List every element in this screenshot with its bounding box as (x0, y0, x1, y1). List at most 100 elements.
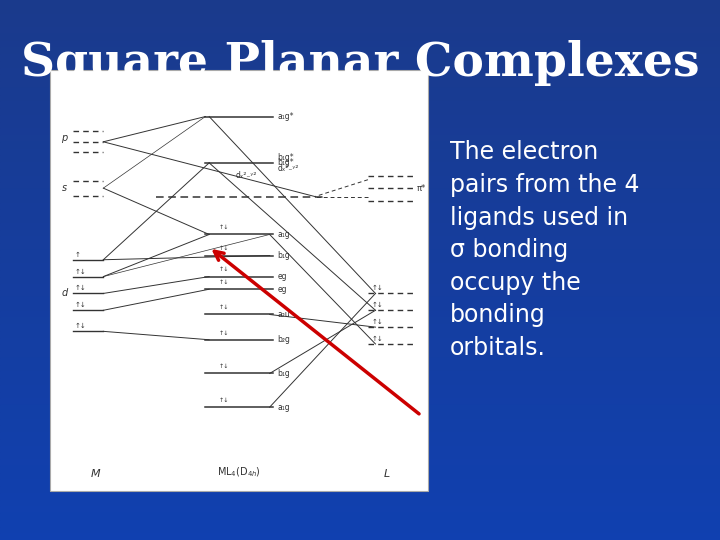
Bar (0, 249, 720, 256)
Bar (0, 115, 720, 122)
Bar (0, 20, 720, 27)
Bar (0, 358, 720, 365)
Bar (0, 162, 720, 168)
Text: p: p (61, 133, 68, 143)
Text: ↑↓: ↑↓ (372, 285, 384, 292)
Text: b₁g: b₁g (277, 369, 290, 378)
Bar (0, 168, 720, 176)
Text: ↑↓: ↑↓ (75, 302, 86, 308)
Bar (0, 291, 720, 297)
Bar (0, 276, 720, 284)
Bar (0, 54, 720, 60)
Bar (50, 70, 428, 491)
Text: ↑↓: ↑↓ (219, 364, 230, 369)
Bar (0, 94, 720, 102)
Text: a₂u: a₂u (277, 310, 290, 319)
Bar (0, 310, 720, 317)
Bar (0, 222, 720, 230)
Bar (0, 128, 720, 135)
Bar (0, 324, 720, 330)
Bar (0, 480, 720, 486)
Text: ↑↓: ↑↓ (372, 336, 384, 342)
Text: eg: eg (277, 272, 287, 281)
Text: a₁g: a₁g (277, 230, 290, 239)
Bar (0, 230, 720, 237)
Bar (0, 60, 720, 68)
Bar (0, 102, 720, 108)
Bar (0, 426, 720, 432)
Bar (0, 81, 720, 87)
Bar (0, 68, 720, 74)
Bar (0, 364, 720, 372)
Text: ↑↓: ↑↓ (372, 302, 384, 308)
Bar (0, 384, 720, 391)
Text: ↑↓: ↑↓ (75, 323, 86, 329)
Bar (0, 372, 720, 378)
Bar (0, 486, 720, 492)
Bar (0, 0, 720, 6)
Text: Square Planar Complexes: Square Planar Complexes (21, 40, 699, 86)
Bar (0, 40, 720, 47)
Bar (0, 472, 720, 480)
Bar (0, 345, 720, 351)
Bar (0, 459, 720, 465)
Bar (0, 284, 720, 291)
Bar (0, 189, 720, 195)
Bar (0, 338, 720, 345)
Bar (0, 507, 720, 513)
Bar (0, 438, 720, 445)
Bar (0, 351, 720, 357)
Text: dₓ²₋ʸ²: dₓ²₋ʸ² (235, 171, 257, 180)
Bar (0, 202, 720, 209)
Bar (0, 243, 720, 249)
Bar (0, 534, 720, 540)
Bar (0, 108, 720, 115)
Text: ↑↓: ↑↓ (219, 225, 230, 230)
Bar (0, 405, 720, 411)
Text: π*: π* (417, 184, 426, 193)
Bar (0, 135, 720, 141)
Bar (0, 493, 720, 500)
Text: ML$_4$(D$_{4h}$): ML$_4$(D$_{4h}$) (217, 465, 261, 479)
Bar (0, 392, 720, 399)
Bar (0, 6, 720, 14)
Text: ↑↓: ↑↓ (372, 319, 384, 325)
Text: b₁g: b₁g (277, 251, 290, 260)
Text: ↑↓: ↑↓ (219, 305, 230, 310)
Bar (0, 33, 720, 40)
Bar (0, 526, 720, 534)
Bar (0, 465, 720, 472)
Text: ↑↓: ↑↓ (219, 267, 230, 272)
Text: ↑↓: ↑↓ (219, 398, 230, 403)
Bar (0, 519, 720, 526)
Text: M: M (91, 469, 101, 479)
Bar (0, 399, 720, 405)
Bar (0, 303, 720, 310)
Bar (0, 256, 720, 263)
Text: ↑: ↑ (75, 252, 81, 258)
Bar (0, 209, 720, 216)
Bar (0, 378, 720, 384)
Bar (0, 513, 720, 519)
Bar (0, 141, 720, 149)
Bar (0, 74, 720, 81)
Bar (0, 87, 720, 94)
Bar (0, 446, 720, 453)
Bar (0, 452, 720, 459)
Text: ↑↓: ↑↓ (75, 285, 86, 292)
Bar (0, 27, 720, 33)
Bar (0, 317, 720, 324)
Bar (0, 500, 720, 507)
Bar (0, 195, 720, 202)
Bar (0, 411, 720, 418)
Text: L: L (384, 469, 390, 479)
Text: eg: eg (277, 285, 287, 294)
Bar (0, 148, 720, 156)
Text: a₁g: a₁g (277, 403, 290, 411)
Text: b₁g*
dₓ²₋ʸ²: b₁g* dₓ²₋ʸ² (277, 153, 299, 173)
Bar (0, 47, 720, 54)
Text: s: s (63, 183, 68, 193)
Text: b₂g: b₂g (277, 335, 290, 345)
Bar (0, 237, 720, 243)
Text: ↑↓: ↑↓ (219, 246, 230, 251)
